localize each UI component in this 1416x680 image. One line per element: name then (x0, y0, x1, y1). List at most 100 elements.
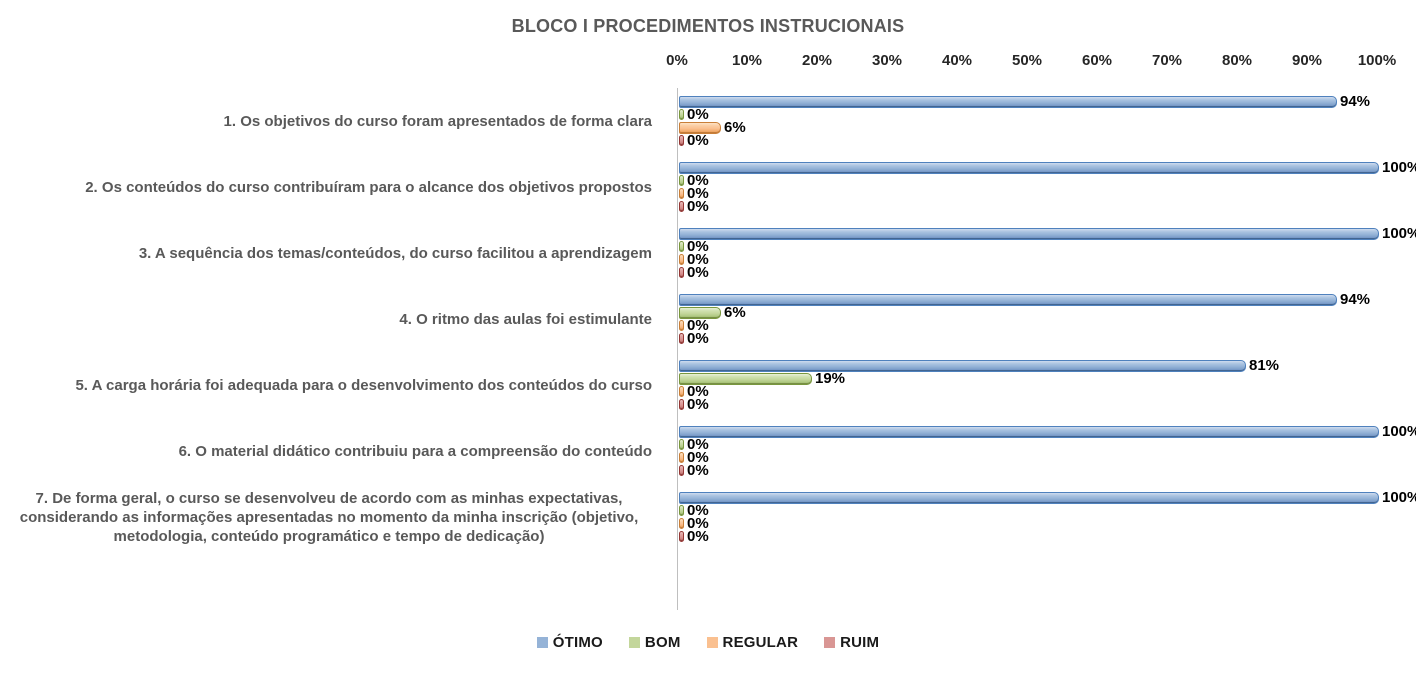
legend-swatch-icon (628, 637, 640, 648)
category-group: 5. A carga horária foi adequada para o d… (0, 352, 1416, 418)
bar-ruim (679, 531, 684, 542)
bar-ruim (679, 201, 684, 212)
bar-row-regular: 0% (679, 383, 1416, 400)
value-label: 0% (687, 172, 709, 189)
value-label: 0% (687, 238, 709, 255)
value-label: 100% (1382, 159, 1416, 176)
legend-item-ótimo: ÓTIMO (536, 634, 603, 651)
value-label: 0% (687, 462, 709, 479)
bar-row-ruim: 0% (679, 331, 1416, 346)
category-group: 4. O ritmo das aulas foi estimulante 94% 6… (0, 286, 1416, 352)
category-label-cell: 5. A carga horária foi adequada para o d… (0, 376, 677, 395)
x-axis-tick: 90% (1291, 52, 1323, 69)
legend-swatch-icon (706, 637, 718, 648)
bar-row-bom: 0% (679, 238, 1416, 255)
bar-bom (679, 109, 684, 120)
value-label: 19% (815, 370, 846, 387)
survey-bar-chart: BLOCO I PROCEDIMENTOS INSTRUCIONAIS 0% 10… (0, 14, 1416, 680)
chart-title: BLOCO I PROCEDIMENTOS INSTRUCIONAIS (511, 16, 905, 36)
value-label: 0% (687, 396, 709, 413)
bar-row-ótimo: 100% (679, 226, 1416, 241)
bar-regular (679, 254, 684, 265)
bar-regular (679, 386, 684, 397)
legend-label: REGULAR (722, 634, 799, 651)
value-label: 0% (687, 449, 709, 466)
bar-row-ótimo: 81% (679, 357, 1416, 374)
category-group: 6. O material didático contribuiu para a… (0, 418, 1416, 484)
bar-row-regular: 0% (679, 515, 1416, 532)
bar-row-ruim: 0% (679, 529, 1416, 544)
bar-bom (679, 306, 721, 319)
bar-row-regular: 0% (679, 317, 1416, 334)
value-label: 0% (687, 185, 709, 202)
value-label: 6% (724, 304, 746, 321)
bars-cell: 100%0%0%0% (677, 220, 1416, 286)
bars-cell: 100%0%0%0% (677, 154, 1416, 220)
category-group: 3. A sequência dos temas/conteúdos, do c… (0, 220, 1416, 286)
value-label: 0% (687, 198, 709, 215)
bar-row-ótimo: 100% (679, 424, 1416, 439)
bar-ótimo (679, 293, 1337, 306)
value-label: 81% (1249, 357, 1280, 374)
category-group: 2. Os conteúdos do curso contribuíram pa… (0, 154, 1416, 220)
category-label: 7. De forma geral, o curso se desenvolve… (19, 489, 639, 545)
bar-row-bom: 0% (679, 172, 1416, 189)
bar-regular (679, 320, 684, 331)
category-label-cell: 6. O material didático contribuiu para a… (0, 442, 677, 461)
bar-ótimo (679, 491, 1379, 504)
bar-row-regular: 6% (679, 120, 1416, 135)
bar-regular (679, 518, 684, 529)
legend-label: RUIM (840, 634, 880, 651)
bar-row-bom: 19% (679, 370, 1416, 387)
bar-bom (679, 175, 684, 186)
legend-label: BOM (644, 634, 681, 651)
x-axis-tick: 0% (666, 52, 688, 69)
legend: ÓTIMO BOM REGULAR RUIM (0, 634, 1416, 651)
category-label: 2. Os conteúdos do curso contribuíram pa… (85, 178, 652, 196)
category-label-cell: 2. Os conteúdos do curso contribuíram pa… (0, 178, 677, 197)
bar-row-regular: 0% (679, 185, 1416, 202)
bars-cell: 81% 19% 0% 0% (677, 352, 1416, 418)
category-label: 3. A sequência dos temas/conteúdos, do c… (138, 244, 652, 262)
bar-row-bom: 0% (679, 502, 1416, 519)
category-group: 7. De forma geral, o curso se desenvolve… (0, 484, 1416, 550)
bar-bom (679, 372, 812, 385)
value-label: 0% (687, 515, 709, 532)
bar-ruim (679, 135, 684, 146)
legend-item-ruim: RUIM (824, 634, 879, 651)
category-label: 4. O ritmo das aulas foi estimulante (399, 310, 652, 328)
legend-label: ÓTIMO (552, 634, 603, 651)
x-axis-tick: 100% (1357, 52, 1397, 69)
x-axis-tick: 10% (731, 52, 763, 69)
x-axis-tick: 40% (941, 52, 973, 69)
bar-row-regular: 0% (679, 449, 1416, 466)
value-label: 94% (1340, 291, 1371, 308)
bar-row-bom: 0% (679, 437, 1416, 452)
legend-swatch-icon (536, 637, 548, 648)
plot-area: 1. Os objetivos do curso foram apresenta… (0, 88, 1416, 610)
bar-regular (679, 452, 684, 463)
x-axis-tick: 80% (1221, 52, 1253, 69)
category-label-cell: 7. De forma geral, o curso se desenvolve… (0, 489, 677, 546)
bars-cell: 94% 0% 6% 0% (677, 88, 1416, 154)
bar-ruim (679, 267, 684, 278)
bar-ótimo (679, 425, 1379, 438)
value-label: 0% (687, 251, 709, 268)
value-label: 100% (1382, 489, 1416, 506)
bar-ótimo (679, 227, 1379, 240)
bar-row-ótimo: 94% (679, 94, 1416, 109)
bar-row-bom: 0% (679, 107, 1416, 122)
value-label: 0% (687, 383, 709, 400)
bar-row-bom: 6% (679, 304, 1416, 321)
value-label: 0% (687, 502, 709, 519)
category-label-cell: 3. A sequência dos temas/conteúdos, do c… (0, 244, 677, 263)
category-label-cell: 1. Os objetivos do curso foram apresenta… (0, 112, 677, 131)
bar-row-ruim: 0% (679, 265, 1416, 280)
x-axis-tick: 70% (1151, 52, 1183, 69)
bar-bom (679, 241, 684, 252)
value-label: 0% (687, 317, 709, 334)
bar-ótimo (679, 359, 1246, 372)
bar-row-ruim: 0% (679, 133, 1416, 148)
legend-swatch-icon (824, 637, 836, 648)
bar-row-ruim: 0% (679, 198, 1416, 215)
